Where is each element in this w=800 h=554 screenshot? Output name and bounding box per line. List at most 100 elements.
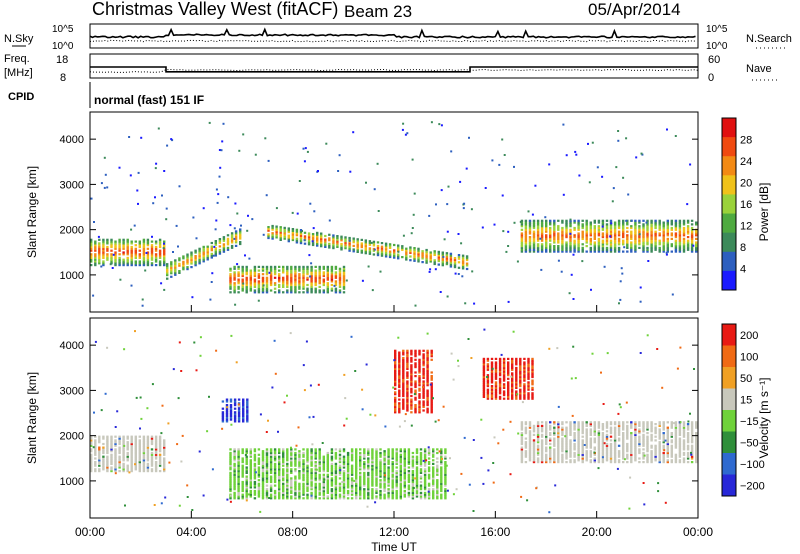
heatmap-cell [617, 459, 621, 462]
heatmap-cell [286, 455, 289, 458]
heatmap-cell [410, 404, 413, 407]
heatmap-cell [298, 477, 301, 480]
heatmap-cell [363, 480, 366, 484]
heatmap-cell [501, 194, 504, 197]
heatmap-cell [158, 455, 162, 458]
freq-label-line2: [MHz] [4, 67, 33, 79]
heatmap-cell [269, 468, 273, 471]
heatmap-cell [102, 240, 105, 243]
heatmap-cell [142, 238, 146, 241]
heatmap-cell [411, 491, 415, 494]
heatmap-cell [453, 264, 457, 267]
heatmap-cell [182, 257, 185, 260]
heatmap-cell [363, 450, 366, 453]
heatmap-cell [399, 464, 402, 467]
heatmap-cell [350, 488, 354, 491]
heatmap-cell [363, 477, 366, 480]
heatmap-cell [674, 241, 678, 244]
heatmap-cell [640, 152, 643, 155]
heatmap-cell [237, 450, 240, 453]
heatmap-cell [229, 477, 232, 480]
heatmap-cell [363, 453, 366, 456]
heatmap-cell [286, 283, 289, 287]
heatmap-cell [245, 479, 248, 482]
heatmap-cell [569, 421, 572, 424]
heatmap-cell [445, 252, 449, 255]
heatmap-cell [122, 244, 125, 247]
heatmap-cell [112, 253, 115, 256]
heatmap-cell [585, 239, 588, 242]
heatmap-cell [225, 416, 229, 419]
heatmap-cell [330, 289, 334, 292]
heatmap-cell [686, 248, 690, 251]
heatmap-cell [432, 448, 435, 451]
heatmap-cell [398, 373, 401, 376]
heatmap-cell [332, 238, 335, 241]
heatmap-cell [269, 450, 273, 453]
heatmap-cell [163, 249, 166, 252]
heatmap-cell [338, 457, 342, 460]
heatmap-cell [342, 479, 346, 482]
heatmap-cell [545, 446, 548, 449]
heatmap-cell [585, 236, 588, 239]
heatmap-cell [261, 484, 265, 487]
heatmap-cell [682, 243, 686, 246]
heatmap-cell [398, 366, 401, 369]
heatmap-cell [437, 254, 440, 257]
heatmap-cell [182, 262, 185, 265]
heatmap-cell [326, 453, 329, 456]
heatmap-cell [134, 437, 137, 440]
heatmap-cell [613, 426, 617, 429]
heatmap-cell [214, 254, 217, 257]
heatmap-cell [395, 448, 398, 451]
heatmap-cell [294, 285, 297, 288]
heatmap-cell [94, 457, 97, 460]
heatmap-cell [294, 493, 297, 496]
heatmap-cell [403, 484, 406, 487]
heatmap-cell [527, 210, 530, 213]
heatmap-cell [426, 391, 429, 394]
heatmap-cell [138, 464, 141, 467]
heatmap-cell [654, 246, 657, 249]
heatmap-cell [330, 473, 334, 476]
heatmap-cell [241, 484, 244, 487]
heatmap-cell [605, 234, 609, 237]
heatmap-cell [318, 278, 321, 281]
heatmap-cell [114, 464, 117, 467]
heatmap-cell [320, 245, 323, 248]
heatmap-cell [573, 428, 576, 431]
heatmap-cell [453, 258, 457, 261]
heatmap-cell [298, 459, 301, 462]
heatmap-cell [118, 461, 121, 464]
heatmap-cell [545, 457, 548, 460]
heatmap-cell [540, 435, 544, 438]
heatmap-cell [229, 457, 232, 460]
heatmap-cell [110, 437, 113, 440]
heatmap-cell [642, 246, 645, 249]
heatmap-cell [271, 224, 274, 228]
heatmap-cell [322, 282, 325, 285]
heatmap-cell [334, 282, 338, 285]
heatmap-cell [436, 482, 439, 485]
heatmap-cell [426, 398, 429, 401]
heatmap-cell [398, 385, 401, 389]
heatmap-cell [569, 455, 572, 458]
heatmap-cell [414, 398, 417, 401]
heatmap-cell [265, 285, 269, 288]
heatmap-cell [163, 242, 165, 245]
heatmap-cell [565, 432, 568, 435]
heatmap-cell [577, 246, 580, 249]
heatmap-cell [278, 470, 281, 473]
heatmap-cell [540, 248, 544, 251]
heatmap-cell [581, 453, 584, 456]
heatmap-cell [609, 439, 613, 442]
heatmap-cell [650, 219, 653, 222]
heatmap-cell [198, 260, 201, 263]
heatmap-cell [298, 495, 301, 498]
heatmap-cell [246, 405, 249, 408]
heatmap-cell [318, 468, 321, 471]
heatmap-cell [316, 242, 319, 245]
heatmap-cell [524, 450, 528, 453]
heatmap-cell [122, 468, 125, 471]
